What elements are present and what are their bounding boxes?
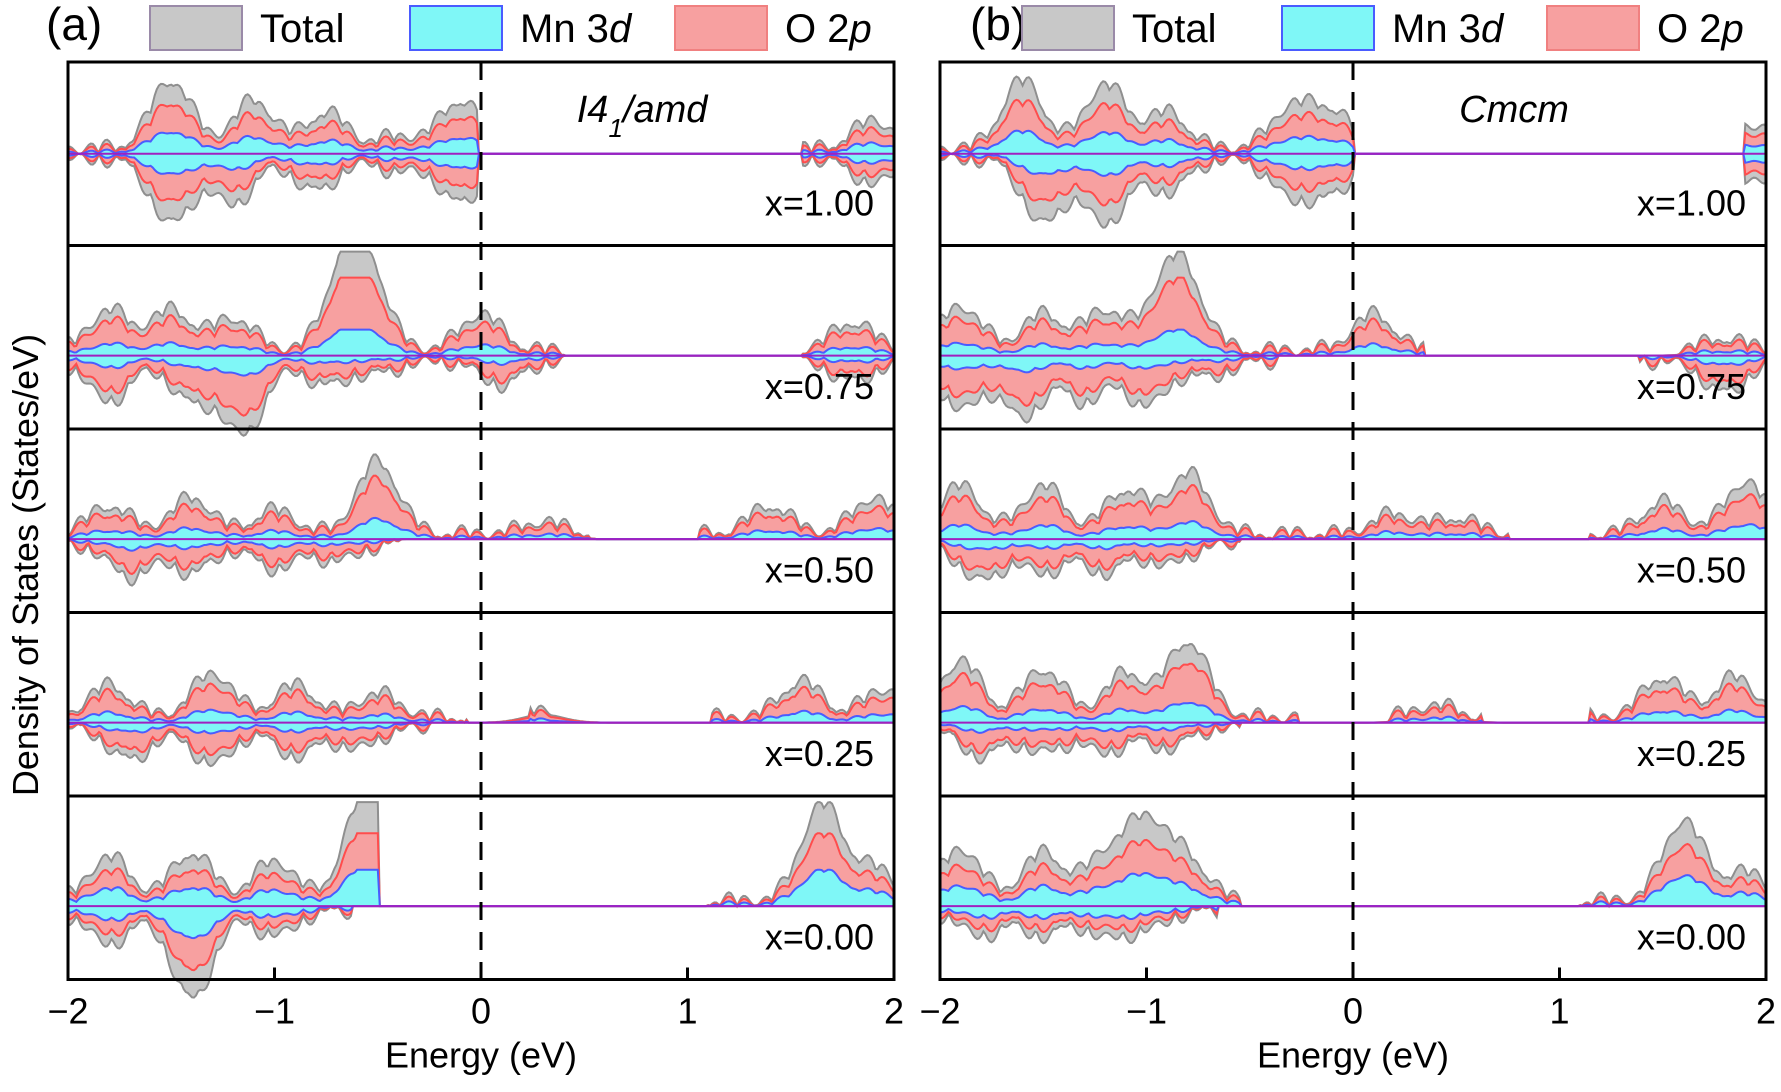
dos-area-mn3d-down: [68, 906, 894, 939]
legend-label-1: Mn 3d: [520, 7, 633, 51]
dos-area-mn3d-down: [940, 722, 1766, 733]
subplot-x=0.50: x=0.50: [938, 427, 1768, 614]
concentration-label: x=0.00: [765, 917, 874, 958]
concentration-label: x=0.75: [1637, 366, 1746, 407]
panel-label: (b): [970, 0, 1026, 50]
y-axis-title: Density of States (States/eV): [5, 334, 46, 796]
dos-area-o2p-up: [68, 104, 894, 154]
dos-area-mn3d-down: [68, 355, 894, 376]
concentration-label: x=0.50: [1637, 550, 1746, 591]
panel-b: (b) Total Mn 3d O 2p x=1.00 x=0.75 x=0.50 x=0.2…: [919, 0, 1776, 1076]
dos-area-mn3d-up: [68, 132, 894, 154]
x-tick-label: 2: [1756, 991, 1776, 1032]
concentration-label: x=0.25: [765, 733, 874, 774]
dos-area-o2p-up: [940, 277, 1766, 356]
legend-label-0: Total: [1132, 7, 1217, 51]
x-axis-title: Energy (eV): [1257, 1035, 1449, 1076]
panel-a: (a) Total Mn 3d O 2p x=1.00 x=0.75 x=0.50 x=0.2…: [46, 0, 904, 1076]
x-tick-label: 1: [1549, 991, 1569, 1032]
legend: Total Mn 3d O 2p: [1021, 5, 1744, 51]
dos-area-o2p-up: [68, 683, 894, 723]
concentration-label: x=0.50: [765, 550, 874, 591]
dos-area-mn3d-up: [940, 329, 1766, 356]
dos-area-mn3d-up: [68, 709, 894, 723]
dos-area-mn3d-down: [940, 153, 1766, 176]
dos-line-mn3d-up: [67, 516, 895, 541]
dos-area-o2p-up: [940, 99, 1766, 154]
legend-label-1: Mn 3d: [1392, 7, 1505, 51]
dos-area-mn3d-up: [940, 873, 1766, 907]
phase-label: Cmcm: [1459, 89, 1569, 131]
phase-label: I41/amd: [577, 89, 710, 143]
dos-area-o2p-down: [68, 355, 894, 416]
dos-area-mn3d-down: [68, 153, 894, 174]
legend-swatch-1: [1281, 5, 1375, 51]
x-tick-label: −2: [47, 991, 88, 1032]
x-tick-label: 0: [471, 991, 491, 1032]
x-tick-label: −1: [254, 991, 295, 1032]
dos-area-o2p-down: [68, 906, 894, 971]
dos-area-mn3d-down: [940, 539, 1766, 550]
legend-swatch-1: [409, 5, 503, 51]
dos-line-o2p-up: [939, 483, 1767, 541]
concentration-label: x=0.00: [1637, 917, 1746, 958]
dos-line-total-up: [67, 453, 895, 541]
dos-area-o2p-down: [940, 722, 1766, 754]
dos-area-mn3d-down: [68, 722, 894, 734]
x-tick-label: 0: [1343, 991, 1363, 1032]
legend-label-0: Total: [260, 7, 345, 51]
x-tick-label: 1: [677, 991, 697, 1032]
legend-swatch-0: [1021, 5, 1115, 51]
panel-label: (a): [46, 0, 102, 50]
dos-area-o2p-down: [68, 722, 894, 756]
subplot-x=0.25: x=0.25: [938, 611, 1768, 798]
dos-area-o2p-up: [940, 485, 1766, 540]
subplot-x=0.50: x=0.50: [66, 427, 896, 614]
dos-line-mn3d-up: [939, 520, 1767, 541]
x-tick-label: −1: [1126, 991, 1167, 1032]
dos-area-mn3d-up: [940, 130, 1766, 154]
concentration-label: x=1.00: [1637, 183, 1746, 224]
dos-area-mn3d-up: [940, 521, 1766, 540]
dos-area-mn3d-up: [68, 329, 894, 356]
legend-swatch-2: [674, 5, 768, 51]
x-axis-title: Energy (eV): [385, 1035, 577, 1076]
dos-line-o2p-up: [67, 474, 895, 541]
dos-area-total-down: [68, 906, 894, 998]
dos-area-mn3d-up: [68, 517, 894, 540]
legend: Total Mn 3d O 2p: [149, 5, 872, 51]
x-tick-label: 2: [884, 991, 904, 1032]
dos-area-mn3d-up: [68, 869, 894, 907]
dos-area-mn3d-down: [940, 906, 1766, 920]
legend-swatch-0: [149, 5, 243, 51]
legend-swatch-2: [1546, 5, 1640, 51]
dos-area-mn3d-up: [940, 703, 1766, 723]
dos-line-total-up: [939, 465, 1767, 541]
concentration-label: x=0.75: [765, 366, 874, 407]
concentration-label: x=1.00: [765, 183, 874, 224]
concentration-label: x=0.25: [1637, 733, 1746, 774]
dos-area-o2p-up: [68, 833, 894, 907]
dos-area-o2p-up: [940, 663, 1766, 723]
x-tick-label: −2: [919, 991, 960, 1032]
dos-area-o2p-down: [940, 153, 1766, 206]
dos-area-o2p-up: [68, 475, 894, 540]
legend-label-2: O 2p: [1657, 7, 1744, 51]
legend-label-2: O 2p: [785, 7, 872, 51]
